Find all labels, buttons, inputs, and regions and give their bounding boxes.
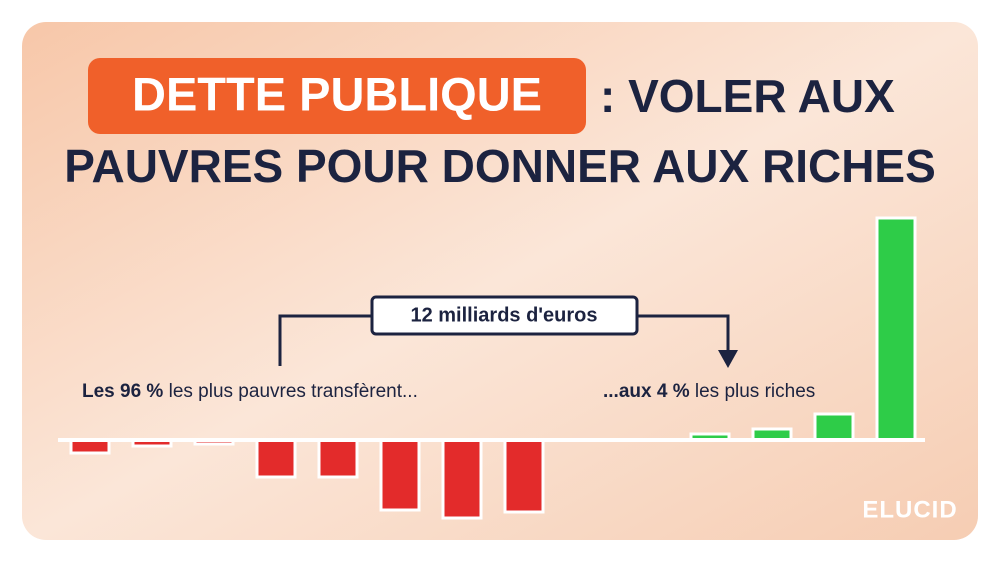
arrow-head [718,350,738,368]
logo: ELUCID [862,496,957,523]
bar [379,438,421,512]
bar [441,438,483,520]
bar [503,438,545,514]
transfer-bracket [278,314,730,366]
bar [875,216,917,442]
left-note: Les 96 % les plus pauvres transfèrent... [82,381,418,402]
right-note-bold: ...aux 4 % [603,381,690,402]
card [22,22,978,540]
transfer-box [370,295,639,336]
right-note-text: les plus riches [690,381,816,402]
title: : VOLER AUX [600,70,895,122]
title-line-2: PAUVRES POUR DONNER AUX RICHES [64,140,936,192]
left-note-bold: Les 96 % [82,381,163,402]
bar [813,412,855,442]
title-highlight-box [88,58,586,134]
bar [317,438,359,479]
transfer-label: 12 milliards d'euros [410,304,597,326]
left-note-text: les plus pauvres transfèrent... [163,381,418,402]
right-note: ...aux 4 % les plus riches [603,381,815,402]
bar [255,438,297,479]
title-highlight: DETTE PUBLIQUE [132,67,542,120]
